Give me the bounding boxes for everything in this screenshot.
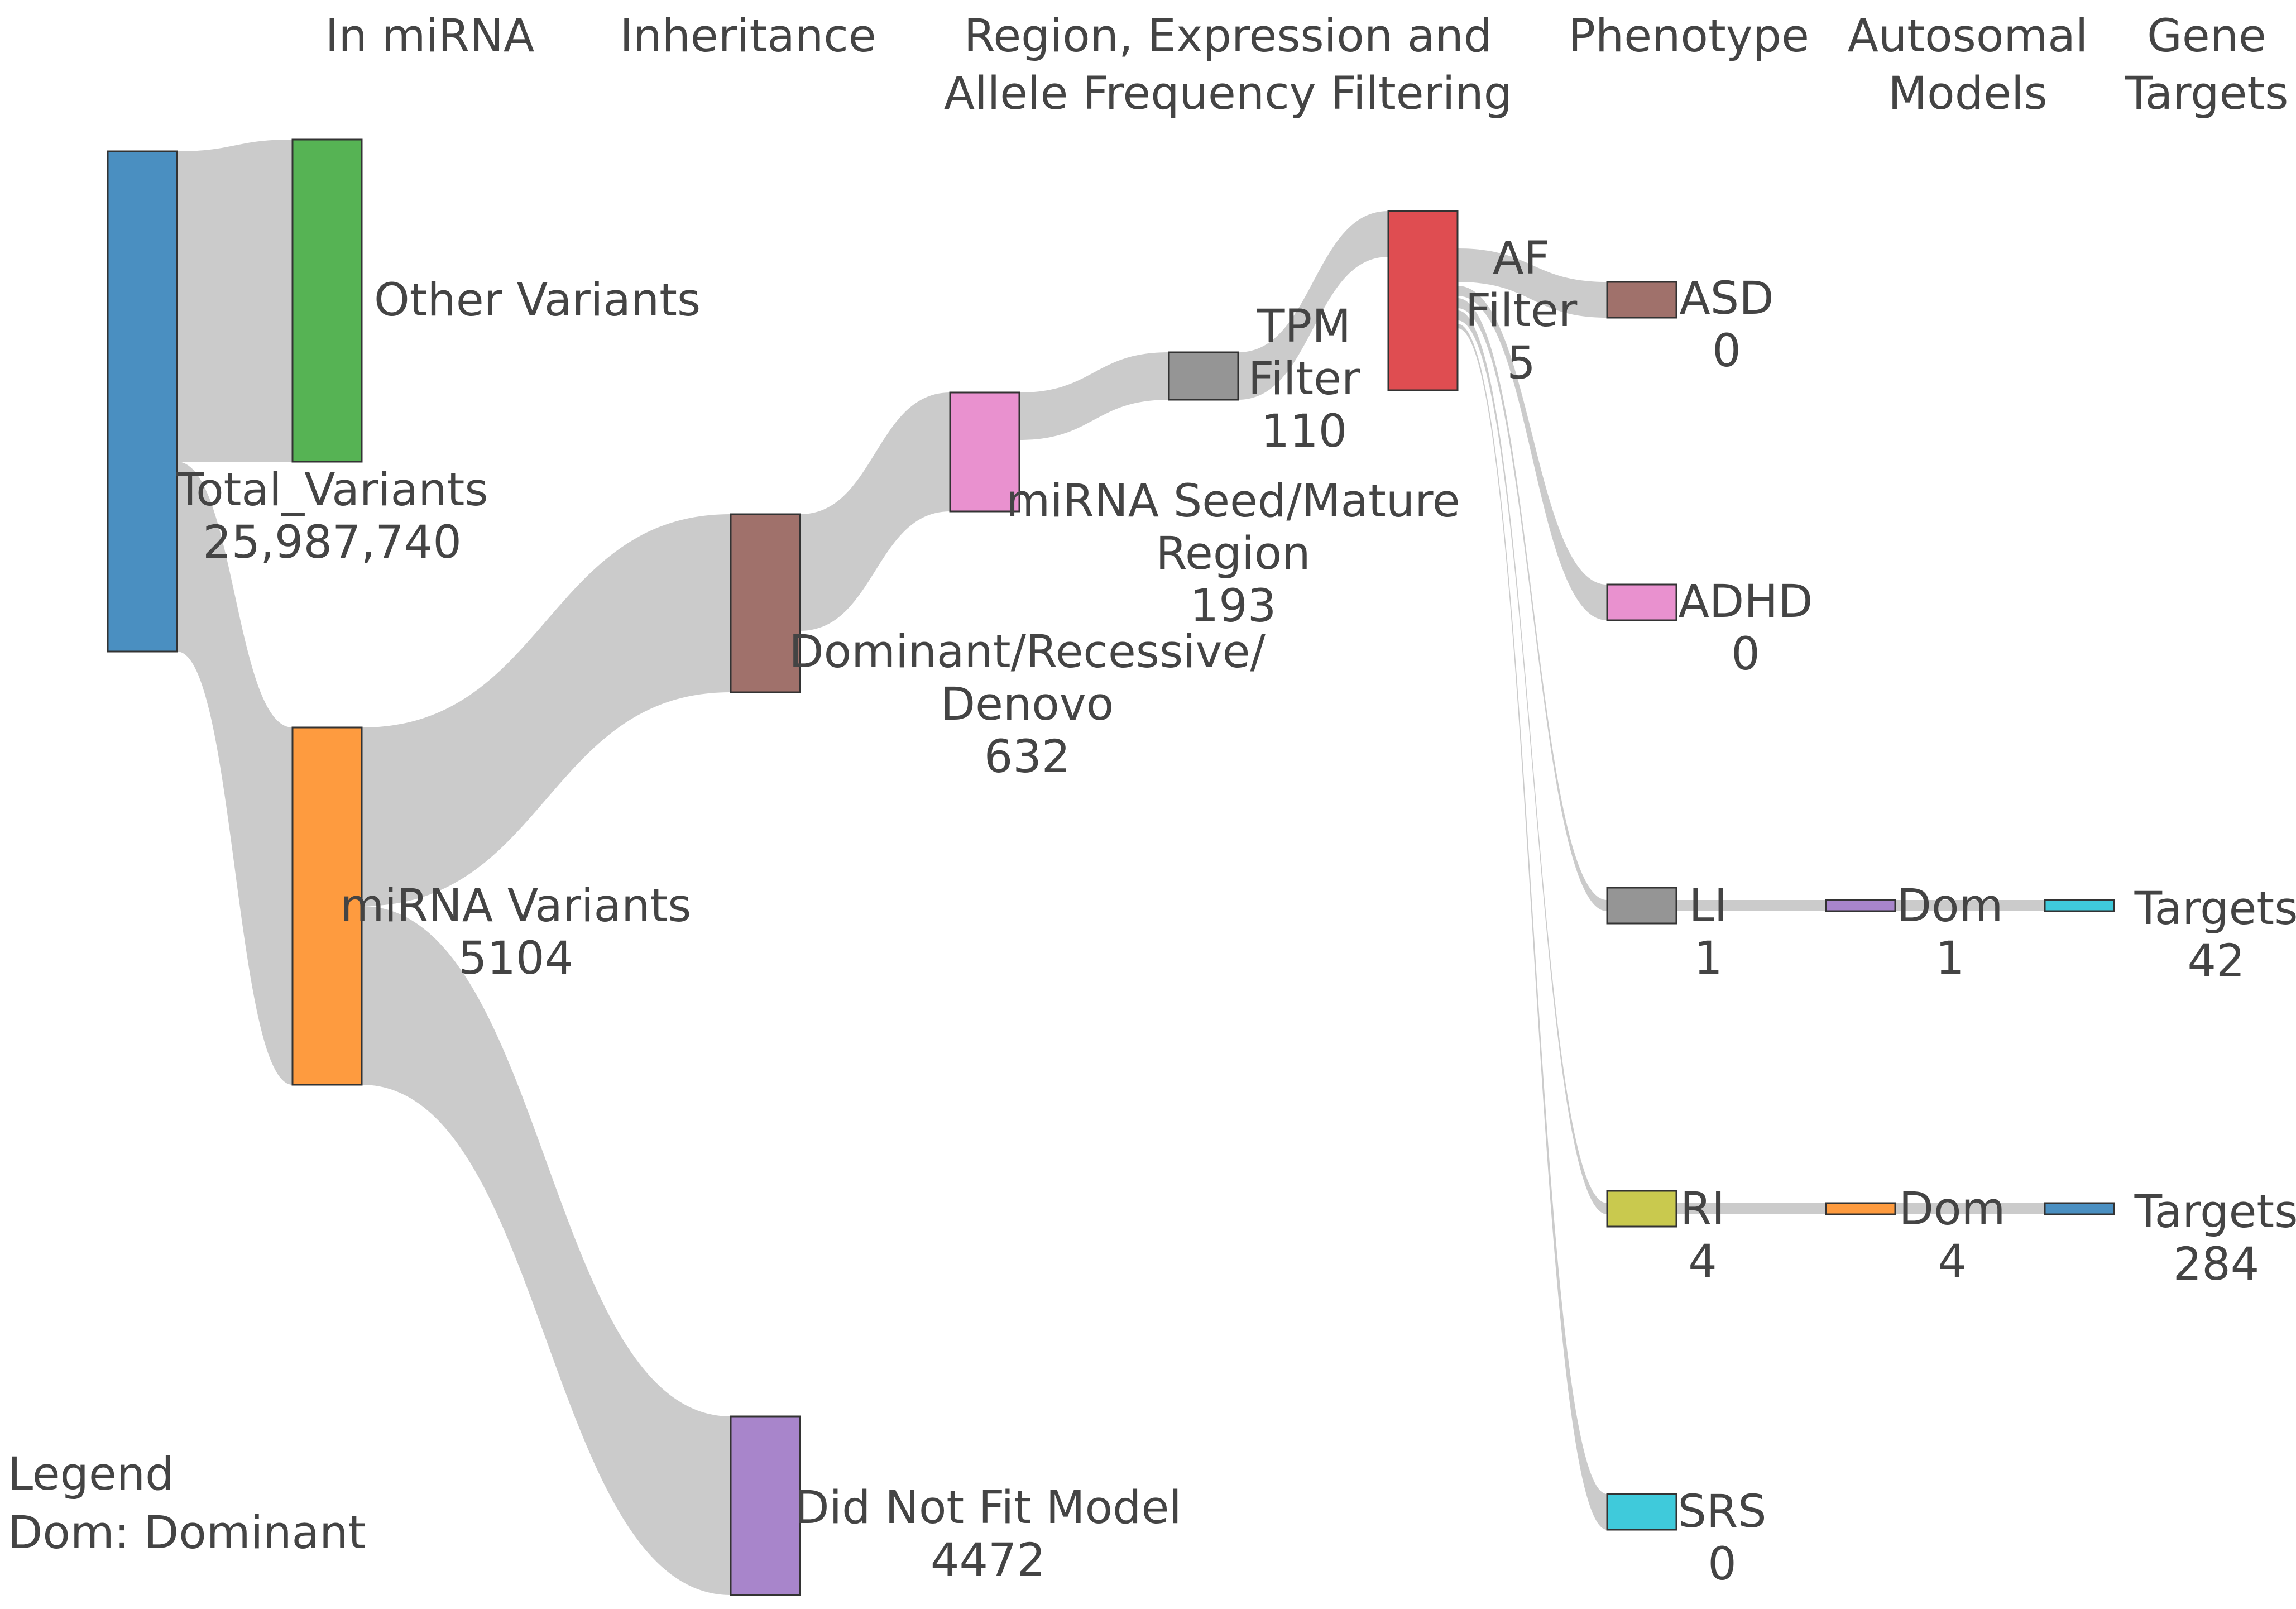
node-ri[interactable]	[1606, 1190, 1677, 1228]
stage-header-5-line-1: Autosomal	[1848, 10, 2088, 63]
node-dom_li[interactable]	[1825, 899, 1896, 912]
label-af-name-2: Filter	[1465, 285, 1578, 337]
label-adhd-value: 0	[1731, 628, 1760, 681]
label-srs-value: 0	[1708, 1538, 1737, 1591]
label-notfit-name: Did Not Fit Model	[794, 1482, 1182, 1534]
node-adhd[interactable]	[1606, 583, 1677, 621]
link-af-to-srs	[1458, 324, 1607, 1530]
label-targets_ri-value: 284	[2173, 1238, 2260, 1291]
label-tpm-value: 110	[1261, 405, 1348, 458]
node-targets_li[interactable]	[2044, 899, 2115, 912]
link-tpm-to-af	[1238, 211, 1388, 400]
label-mirna-name: miRNA Variants	[341, 880, 692, 932]
stage-header-5-line-2: Models	[1888, 68, 2047, 120]
label-other-name: Other Variants	[374, 274, 701, 327]
label-dom_ri-value: 4	[1938, 1236, 1967, 1288]
link-af-to-adhd	[1458, 286, 1607, 620]
stage-header-3-line-1: Region, Expression and	[964, 10, 1493, 63]
label-asd-value: 0	[1712, 325, 1741, 377]
node-notfit[interactable]	[730, 1415, 801, 1596]
label-ri-name: RI	[1680, 1183, 1725, 1236]
node-domrec[interactable]	[730, 513, 801, 693]
node-seed[interactable]	[949, 391, 1020, 513]
link-seed-to-tpm	[1019, 352, 1169, 440]
label-srs-name: SRS	[1677, 1486, 1766, 1538]
label-ri-value: 4	[1688, 1236, 1717, 1288]
label-mirna-value: 5104	[458, 932, 573, 985]
node-li[interactable]	[1606, 887, 1677, 925]
stage-headers: In miRNA Inheritance Region, Expression an…	[325, 10, 2289, 120]
label-li-value: 1	[1694, 932, 1723, 985]
stage-header-4-line-1: Phenotype	[1568, 10, 1809, 63]
node-mirna[interactable]	[291, 726, 363, 1086]
label-targets_li-name: Targets	[2134, 883, 2296, 935]
link-li-to-dom_li	[1676, 900, 1826, 911]
stage-header-6-line-1: Gene	[2147, 10, 2266, 63]
node-af[interactable]	[1387, 210, 1459, 391]
label-notfit-value: 4472	[931, 1534, 1046, 1587]
label-tpm-name-1: TPM	[1257, 300, 1351, 353]
label-total-value: 25,987,740	[203, 516, 462, 569]
stage-header-3-line-2: Allele Frequency Filtering	[944, 68, 1512, 120]
link-dom_li-to-targets_li	[1895, 900, 2045, 911]
link-dom_ri-to-targets_ri	[1895, 1203, 2045, 1214]
link-mirna-to-domrec	[362, 514, 731, 906]
label-adhd-name: ADHD	[1678, 576, 1813, 628]
label-li-name: LI	[1689, 880, 1727, 932]
link-ri-to-dom_ri	[1676, 1203, 1826, 1214]
stage-header-6-line-2: Targets	[2125, 68, 2289, 120]
link-af-to-ri	[1458, 310, 1607, 1214]
nodes-layer	[107, 138, 2115, 1596]
label-af-value: 5	[1507, 337, 1536, 390]
label-domrec-name-2: Denovo	[941, 678, 1114, 731]
link-total-to-mirna	[177, 462, 293, 1085]
link-af-to-asd	[1458, 248, 1607, 318]
label-dom_li-value: 1	[1935, 932, 1964, 985]
label-seed-value: 193	[1190, 580, 1277, 633]
node-asd[interactable]	[1606, 281, 1677, 319]
node-dom_ri[interactable]	[1825, 1202, 1896, 1215]
links-layer	[177, 140, 2045, 1595]
label-tpm-name-2: Filter	[1248, 353, 1360, 405]
label-seed-name-1: miRNA Seed/Mature	[1006, 475, 1460, 528]
node-total[interactable]	[107, 150, 178, 653]
label-asd-name: ASD	[1679, 272, 1773, 325]
label-af-name-1: AF	[1493, 232, 1550, 285]
legend-title: Legend	[8, 1448, 174, 1501]
label-seed-name-2: Region	[1156, 528, 1310, 580]
label-domrec-name-1: Dominant/Recessive/	[789, 626, 1266, 678]
link-domrec-to-seed	[800, 392, 950, 631]
label-targets_ri-name: Targets	[2134, 1186, 2296, 1238]
node-targets_ri[interactable]	[2044, 1202, 2115, 1215]
node-srs[interactable]	[1606, 1493, 1677, 1531]
link-af-to-li	[1458, 298, 1607, 911]
label-total-name: Total_Variants	[175, 464, 488, 516]
legend-entry: Dom: Dominant	[8, 1507, 366, 1559]
legend: Legend Dom: Dominant	[8, 1448, 366, 1559]
label-dom_ri-name: Dom	[1899, 1183, 2006, 1236]
link-mirna-to-notfit	[362, 906, 731, 1595]
label-targets_li-value: 42	[2187, 935, 2245, 988]
stage-header-1-line-1: In miRNA	[325, 10, 535, 63]
node-other[interactable]	[291, 138, 363, 463]
node-tpm[interactable]	[1168, 351, 1239, 401]
link-total-to-other	[177, 140, 293, 462]
stage-header-2-line-1: Inheritance	[620, 10, 876, 63]
label-dom_li-name: Dom	[1897, 880, 2003, 932]
label-domrec-value: 632	[984, 731, 1071, 783]
